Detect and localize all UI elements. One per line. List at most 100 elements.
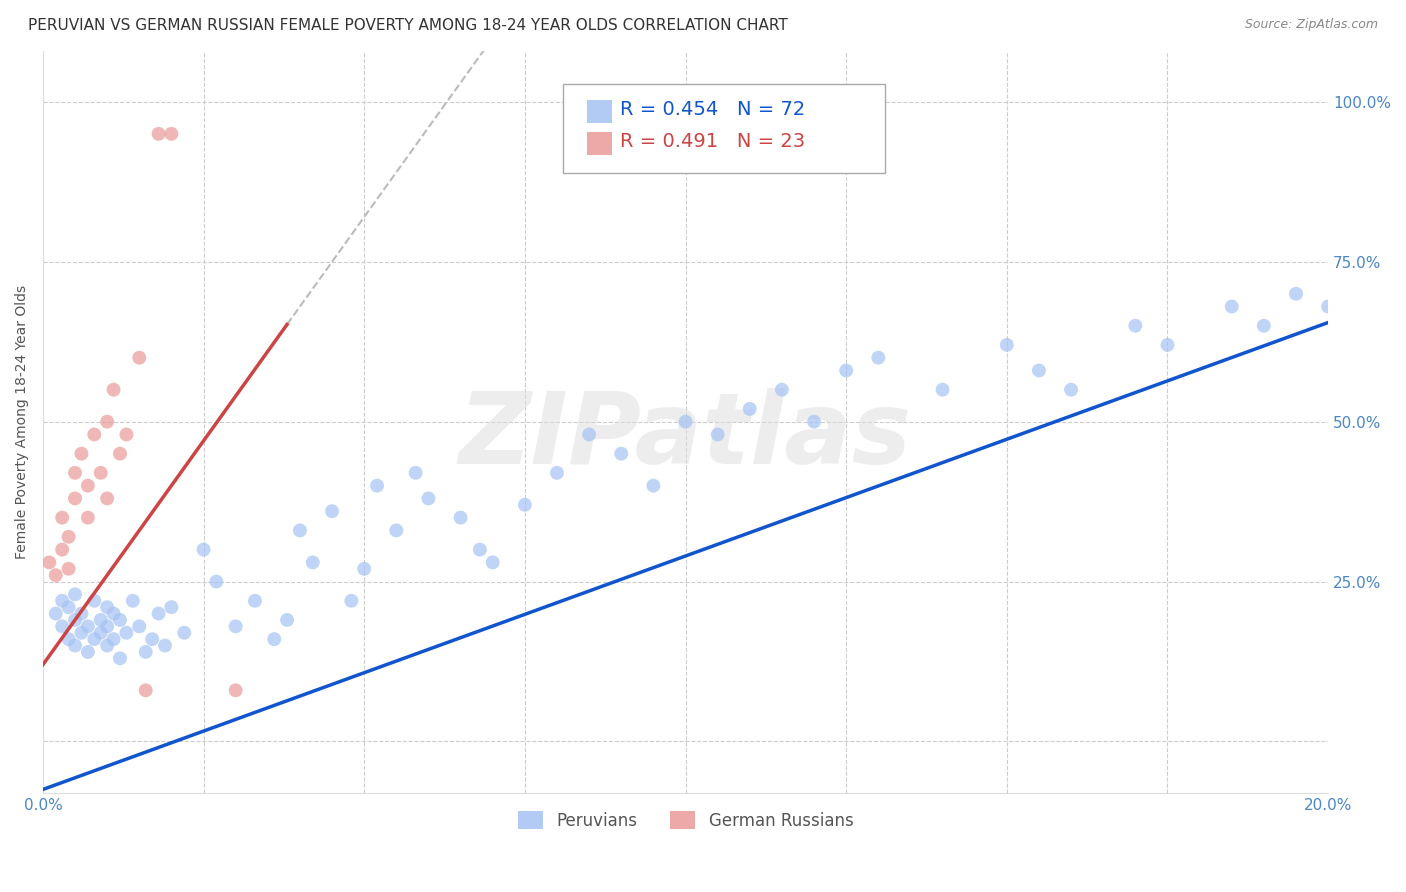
Point [51,542,73,557]
Point [45,568,67,582]
Point [63,587,86,601]
Point [108,447,131,461]
Point [51,594,73,608]
Point [193,542,215,557]
Point [513,498,536,512]
Point [128,619,150,633]
Point [1253,318,1275,333]
Point [1220,300,1243,314]
Point [58,530,80,544]
Point [38,555,60,569]
Point [96,491,118,506]
Point [45,607,67,621]
Point [121,594,143,608]
Point [148,127,170,141]
Y-axis label: Female Poverty Among 18-24 Year Olds: Female Poverty Among 18-24 Year Olds [15,285,30,558]
Point [128,351,150,365]
Point [340,594,363,608]
Point [76,478,98,492]
Text: R = 0.454   N = 72: R = 0.454 N = 72 [620,101,806,120]
Point [83,427,105,442]
Point [51,510,73,524]
Point [418,491,440,506]
Point [96,639,118,653]
Point [90,625,112,640]
Point [63,613,86,627]
Point [115,427,138,442]
Point [115,625,138,640]
Point [1125,318,1147,333]
Point [643,478,665,492]
Point [160,127,183,141]
Point [76,510,98,524]
Point [83,594,105,608]
Point [366,478,388,492]
Point [263,632,285,647]
Point [58,562,80,576]
Point [995,338,1018,352]
Point [160,600,183,615]
Point [103,607,125,621]
Point [468,542,491,557]
Point [108,651,131,665]
Point [738,401,761,416]
Point [770,383,793,397]
Point [135,645,157,659]
Point [58,632,80,647]
Point [76,619,98,633]
Text: ZIPatlas: ZIPatlas [458,388,912,485]
Point [96,619,118,633]
Point [321,504,343,518]
Point [353,562,375,576]
Text: Source: ZipAtlas.com: Source: ZipAtlas.com [1244,18,1378,31]
Point [868,351,890,365]
Point [1317,300,1340,314]
Point [610,447,633,461]
Point [103,632,125,647]
Text: R = 0.491   N = 23: R = 0.491 N = 23 [620,132,806,152]
Point [205,574,228,589]
Point [135,683,157,698]
Point [803,415,825,429]
Point [675,415,697,429]
Point [103,383,125,397]
Point [70,607,93,621]
Point [63,491,86,506]
Point [276,613,298,627]
Point [70,625,93,640]
Point [288,524,311,538]
Point [90,613,112,627]
Point [148,607,170,621]
Point [141,632,163,647]
Point [301,555,323,569]
Point [243,594,266,608]
Point [405,466,427,480]
Point [450,510,472,524]
Point [58,600,80,615]
Point [385,524,408,538]
Point [835,363,858,377]
Point [96,600,118,615]
Point [1060,383,1083,397]
Bar [586,101,612,123]
Legend: Peruvians, German Russians: Peruvians, German Russians [510,805,860,837]
Point [173,625,195,640]
Point [63,639,86,653]
Point [578,427,600,442]
Bar [586,132,612,154]
Point [225,683,247,698]
Point [70,447,93,461]
Point [51,619,73,633]
Point [546,466,568,480]
Point [96,415,118,429]
Text: PERUVIAN VS GERMAN RUSSIAN FEMALE POVERTY AMONG 18-24 YEAR OLDS CORRELATION CHAR: PERUVIAN VS GERMAN RUSSIAN FEMALE POVERT… [28,18,787,33]
Point [1028,363,1050,377]
Point [931,383,953,397]
Point [108,613,131,627]
Point [153,639,176,653]
Point [1285,286,1308,301]
Point [90,466,112,480]
Point [1156,338,1178,352]
Point [83,632,105,647]
Point [225,619,247,633]
